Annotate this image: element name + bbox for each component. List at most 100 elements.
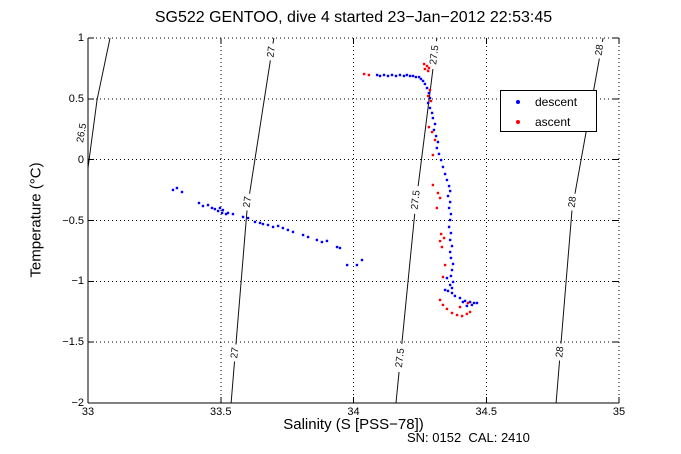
y-tick-label: 1 [77, 32, 84, 44]
contour-label: 26.5 [75, 122, 89, 143]
ascent-point [440, 245, 444, 249]
descent-point [197, 201, 201, 205]
ascent-point [362, 72, 366, 76]
y-axis-label: Temperature (°C) [27, 162, 45, 278]
descent-point [463, 299, 467, 303]
descent-point [434, 134, 438, 138]
descent-point [271, 225, 275, 229]
ascent-point [458, 305, 462, 309]
descent-point [445, 178, 449, 182]
chart-title: SG522 GENTOO, dive 4 started 23−Jan−2012… [154, 9, 553, 26]
ascent-point [367, 73, 371, 77]
descent-point [449, 212, 453, 216]
x-tick-label: 34 [347, 406, 360, 418]
descent-point [448, 250, 452, 254]
descent-point [451, 262, 455, 266]
ascent-point [445, 307, 449, 311]
descent-point [180, 190, 184, 194]
descent-point [216, 209, 220, 213]
descent-point [448, 283, 452, 287]
contour-label: 28 [554, 345, 566, 358]
x-tick-label: 34.5 [475, 406, 497, 418]
descent-point [448, 200, 452, 204]
descent-point [450, 244, 454, 248]
descent-point [221, 208, 225, 212]
descent-point [414, 75, 418, 79]
descent-point [266, 223, 270, 227]
descent-point [241, 215, 245, 219]
descent-point [423, 82, 427, 86]
descent-point [450, 268, 454, 272]
descent-point [231, 212, 235, 216]
contour-label: 28 [594, 43, 606, 56]
ascent-point [430, 130, 434, 134]
ascent-point [450, 311, 454, 315]
descent-point [345, 263, 349, 267]
descent-point [428, 96, 432, 100]
descent-point [210, 206, 214, 210]
ascent-point [431, 183, 435, 187]
descent-point [465, 304, 469, 308]
descent-point [398, 73, 402, 77]
contour-label: 27 [266, 45, 278, 58]
descent-point [378, 74, 382, 78]
ascent-point [438, 298, 442, 302]
y-tick-label: −2 [71, 397, 84, 409]
descent-point [261, 222, 265, 226]
descent-point [448, 238, 452, 242]
descent-point [224, 212, 228, 216]
descent-point [449, 256, 453, 260]
descent-point [447, 225, 451, 229]
descent-point [291, 230, 295, 234]
descent-point [448, 189, 452, 193]
descent-point [226, 211, 230, 215]
descent-point [448, 218, 452, 222]
ascent-point [427, 125, 431, 129]
descent-point [405, 73, 409, 77]
descent-point [475, 301, 479, 305]
descent-point [306, 235, 310, 239]
descent-point [435, 146, 439, 150]
descent-point [450, 286, 454, 290]
descent-point [451, 280, 455, 284]
descent-point [431, 116, 435, 120]
descent-point [338, 246, 342, 250]
descent-point [445, 276, 449, 280]
descent-point [453, 294, 457, 298]
ascent-point [465, 312, 469, 316]
descent-point [425, 86, 429, 90]
descent-point [320, 240, 324, 244]
ascent-point [427, 66, 431, 70]
descent-point [432, 128, 436, 132]
x-tick-label: 33.5 [210, 406, 232, 418]
ascent-point [425, 64, 429, 68]
y-tick-label: −0.5 [62, 214, 84, 227]
y-tick-label: 0.5 [68, 92, 84, 105]
descent-point [421, 79, 425, 83]
contour-label: 27 [229, 346, 241, 359]
descent-point [408, 74, 412, 78]
descent-point [443, 172, 447, 176]
y-tick-label: −1 [71, 275, 84, 288]
ascent-point [442, 236, 446, 240]
descent-point [315, 238, 319, 242]
descent-point [325, 239, 329, 243]
legend-label-ascent: ascent [535, 114, 571, 129]
descent-point [419, 77, 423, 81]
descent-point [258, 221, 262, 225]
descent-dot-icon [501, 99, 535, 104]
descent-point [220, 211, 224, 215]
descent-point [218, 206, 222, 210]
x-tick-label: 33 [81, 406, 95, 418]
ascent-point [436, 191, 440, 195]
descent-point [430, 111, 434, 115]
descent-point [386, 74, 390, 78]
ascent-point [422, 62, 426, 66]
ascent-dot-icon [501, 119, 535, 124]
y-tick-label: 0 [77, 153, 84, 166]
descent-point [402, 74, 406, 78]
ascent-point [438, 196, 442, 200]
descent-point [382, 73, 386, 77]
descent-point [443, 288, 447, 292]
descent-point [446, 289, 450, 293]
